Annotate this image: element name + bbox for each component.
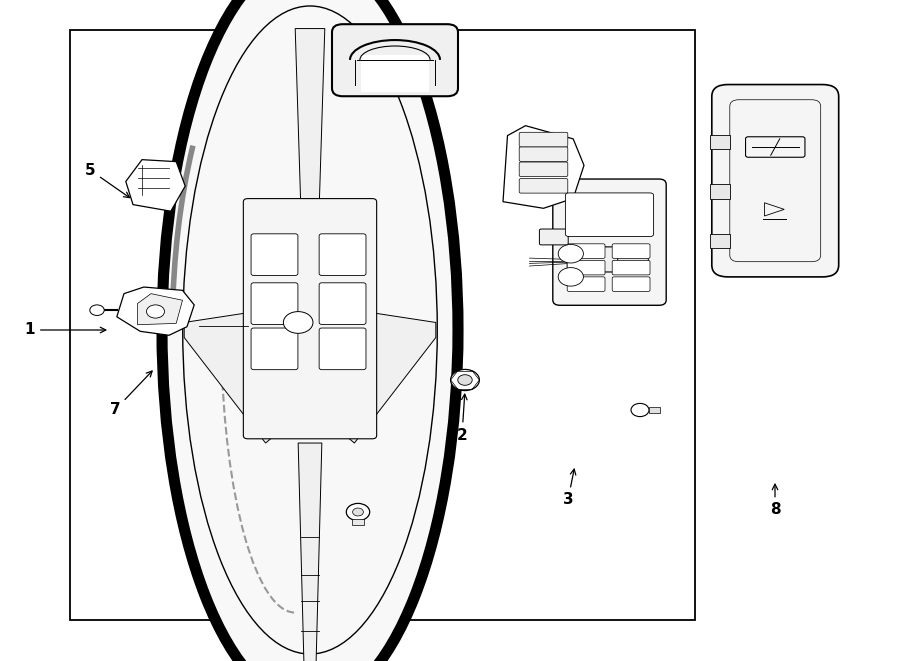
Circle shape: [147, 305, 165, 318]
Bar: [361, 56, 429, 92]
Text: 6: 6: [557, 161, 573, 191]
FancyBboxPatch shape: [519, 162, 568, 176]
Circle shape: [558, 245, 583, 263]
Polygon shape: [295, 28, 325, 217]
Polygon shape: [138, 293, 183, 325]
Polygon shape: [503, 126, 584, 208]
Ellipse shape: [183, 6, 437, 654]
Circle shape: [284, 311, 313, 333]
Text: 7: 7: [110, 371, 152, 418]
Text: 8: 8: [770, 484, 780, 518]
Circle shape: [90, 305, 104, 315]
FancyBboxPatch shape: [243, 198, 377, 439]
Text: 5: 5: [346, 98, 381, 115]
Bar: [710, 234, 730, 249]
Bar: [710, 184, 730, 199]
Text: 1: 1: [24, 323, 106, 338]
Polygon shape: [332, 311, 436, 443]
FancyBboxPatch shape: [567, 277, 605, 292]
FancyBboxPatch shape: [553, 179, 666, 305]
Circle shape: [451, 369, 480, 391]
Polygon shape: [298, 443, 322, 661]
FancyBboxPatch shape: [612, 260, 650, 275]
FancyBboxPatch shape: [712, 85, 839, 277]
FancyBboxPatch shape: [320, 328, 366, 369]
Bar: [352, 519, 365, 525]
FancyBboxPatch shape: [612, 277, 650, 292]
Text: 3: 3: [562, 469, 576, 508]
FancyBboxPatch shape: [519, 132, 568, 147]
Circle shape: [346, 504, 370, 521]
FancyBboxPatch shape: [320, 234, 366, 276]
FancyBboxPatch shape: [617, 251, 648, 268]
FancyBboxPatch shape: [251, 328, 298, 369]
Text: 2: 2: [456, 394, 467, 442]
Polygon shape: [117, 287, 194, 335]
FancyBboxPatch shape: [320, 283, 366, 325]
Circle shape: [558, 268, 583, 286]
Polygon shape: [126, 160, 185, 212]
FancyBboxPatch shape: [565, 193, 653, 237]
Circle shape: [631, 403, 649, 416]
Text: 4: 4: [604, 253, 640, 268]
FancyBboxPatch shape: [567, 244, 605, 258]
FancyBboxPatch shape: [519, 178, 568, 193]
Circle shape: [458, 375, 473, 385]
Ellipse shape: [162, 0, 458, 661]
Bar: [710, 135, 730, 149]
Bar: [70, 30, 695, 620]
Text: 5: 5: [85, 163, 130, 198]
FancyBboxPatch shape: [519, 147, 568, 161]
Circle shape: [353, 508, 364, 516]
Polygon shape: [184, 311, 288, 443]
FancyBboxPatch shape: [612, 244, 650, 258]
Bar: [649, 407, 660, 412]
FancyBboxPatch shape: [567, 247, 622, 272]
FancyBboxPatch shape: [539, 229, 568, 245]
FancyBboxPatch shape: [567, 260, 605, 275]
FancyBboxPatch shape: [251, 283, 298, 325]
FancyBboxPatch shape: [251, 234, 298, 276]
FancyBboxPatch shape: [332, 24, 458, 97]
